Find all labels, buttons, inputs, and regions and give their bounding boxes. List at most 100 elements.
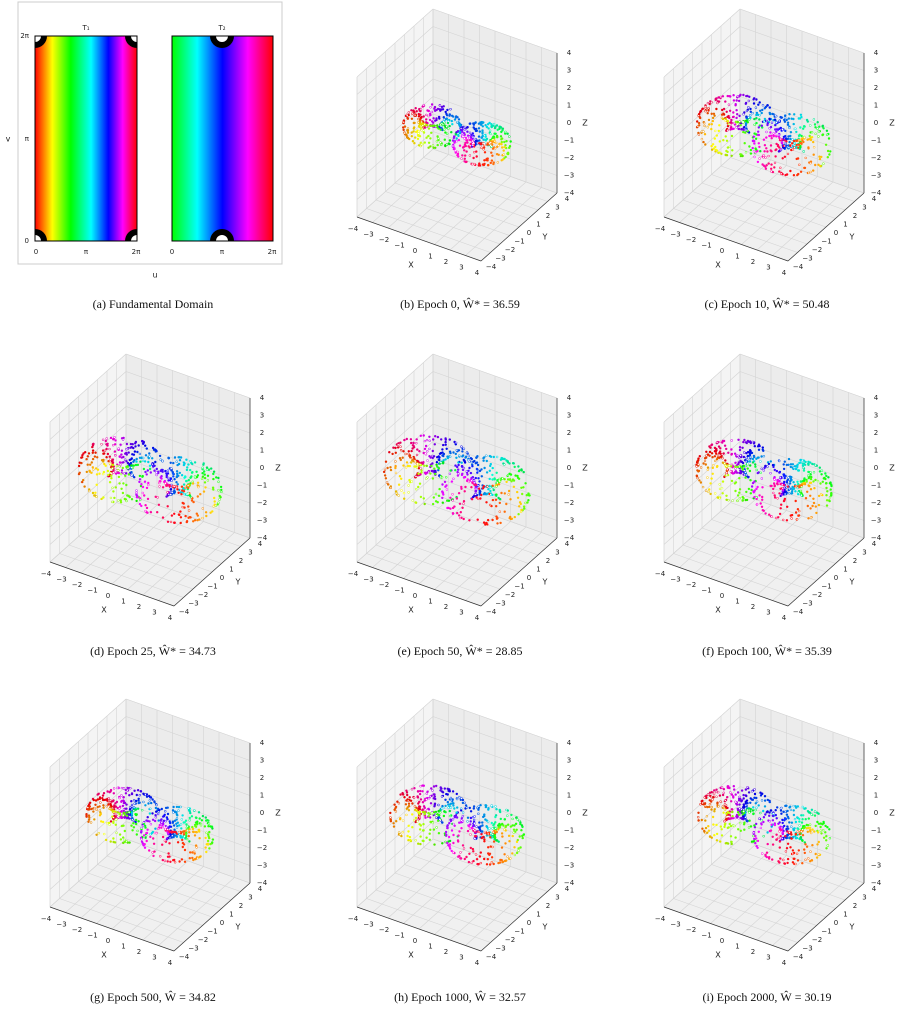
point	[464, 485, 467, 489]
speckle	[415, 488, 417, 490]
point	[749, 152, 753, 155]
point	[482, 459, 485, 462]
point	[405, 437, 408, 441]
speckle	[161, 821, 163, 824]
point	[165, 474, 168, 477]
speckle	[109, 799, 111, 802]
x-tick: −2	[72, 581, 82, 589]
point	[820, 473, 823, 476]
x-tick: −4	[41, 570, 52, 578]
point	[154, 495, 157, 498]
y-tick: 2	[546, 557, 550, 565]
point	[205, 514, 208, 518]
point	[164, 806, 168, 810]
point	[125, 483, 128, 487]
point	[429, 113, 432, 117]
point	[118, 482, 121, 485]
speckle	[747, 106, 750, 109]
speckle	[205, 832, 208, 834]
point	[773, 118, 777, 121]
speckle	[707, 126, 709, 128]
speckle	[190, 496, 192, 498]
point	[204, 511, 208, 514]
x-tick: 2	[444, 603, 448, 611]
point	[91, 491, 95, 495]
grid-line	[434, 176, 511, 245]
point	[104, 838, 108, 842]
point	[734, 120, 738, 124]
point	[172, 805, 175, 809]
z-tick: 4	[567, 49, 572, 57]
speckle	[460, 127, 462, 130]
point	[778, 170, 781, 173]
point	[483, 151, 487, 154]
point	[708, 450, 712, 454]
speckle	[197, 486, 199, 488]
point	[763, 107, 766, 110]
point	[713, 455, 717, 458]
point	[485, 471, 489, 474]
point	[144, 836, 147, 839]
y-tick: 2	[239, 902, 243, 910]
point	[521, 492, 524, 496]
speckle	[489, 504, 491, 506]
point	[176, 841, 180, 844]
speckle	[496, 482, 498, 484]
point	[211, 486, 215, 489]
speckle	[787, 483, 790, 485]
point	[207, 468, 211, 471]
speckle	[780, 173, 782, 175]
point	[825, 499, 829, 502]
speckle	[452, 478, 455, 480]
y-tick: 3	[248, 549, 252, 557]
point	[175, 475, 178, 479]
point	[132, 464, 135, 467]
y-tick: −1	[514, 583, 524, 591]
speckle	[169, 493, 172, 496]
speckle	[744, 129, 746, 131]
grid-line	[739, 148, 865, 194]
point	[122, 482, 125, 485]
point	[710, 452, 714, 455]
point	[166, 505, 169, 508]
point	[743, 438, 746, 442]
point	[430, 103, 434, 106]
speckle	[468, 137, 470, 140]
point	[192, 520, 195, 523]
point	[802, 469, 806, 472]
speckle	[87, 806, 89, 809]
speckle	[111, 501, 113, 503]
speckle	[736, 500, 739, 502]
speckle	[171, 491, 174, 493]
point	[142, 834, 146, 837]
speckle	[445, 126, 448, 128]
point	[732, 127, 735, 130]
point	[769, 144, 773, 147]
point	[772, 487, 775, 491]
point	[416, 448, 419, 451]
point	[510, 480, 513, 483]
point	[482, 521, 486, 524]
speckle	[797, 487, 799, 489]
point	[203, 481, 207, 484]
point	[825, 474, 828, 478]
point	[112, 821, 115, 825]
point	[405, 133, 408, 137]
speckle	[442, 120, 445, 123]
point	[497, 496, 500, 500]
speckle	[425, 114, 427, 116]
point	[737, 127, 741, 131]
speckle	[793, 467, 795, 469]
point	[173, 489, 176, 492]
y-tick: −3	[495, 600, 505, 608]
y-tick: −4	[179, 953, 190, 961]
point	[485, 137, 489, 141]
point	[417, 472, 420, 475]
caption: (c) Epoch 10, Ŵ* = 50.48	[704, 297, 829, 311]
point	[189, 468, 192, 472]
point	[721, 108, 724, 112]
point	[768, 513, 771, 516]
speckle	[763, 121, 765, 123]
point	[189, 851, 192, 854]
speckle	[206, 468, 208, 471]
